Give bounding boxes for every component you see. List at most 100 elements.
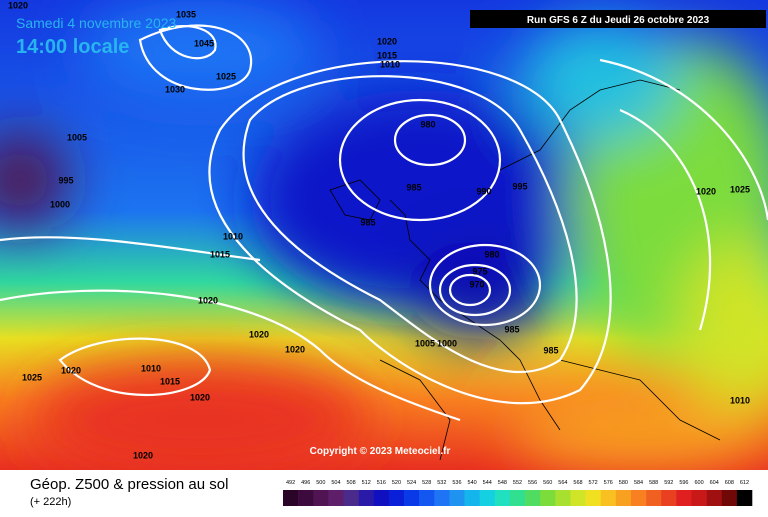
colorbar-cell	[540, 490, 556, 506]
colorbar-label: 500	[316, 480, 325, 486]
colorbar-label: 604	[710, 480, 719, 486]
isobar-label: 990	[476, 186, 491, 196]
colorbar-label: 520	[392, 480, 401, 486]
colorbar-cell	[298, 490, 314, 506]
colorbar-cell	[721, 490, 738, 506]
isobar-label: 1020	[190, 392, 210, 402]
colorbar-cell	[676, 490, 692, 506]
isobar-label: 1005	[67, 132, 87, 142]
colorbar-cell	[600, 490, 617, 506]
colorbar-cell	[706, 490, 723, 506]
colorbar-label: 528	[422, 480, 431, 486]
map-field: 1020 1035 1045 1025 1030 1020 1015 1010 1005 995 1…	[0, 0, 768, 470]
colorbar-label: 600	[694, 480, 703, 486]
isobar-label: 1020	[696, 186, 716, 196]
colorbar-label: 580	[619, 480, 628, 486]
isobar-label: 1010	[223, 231, 243, 241]
colorbar-label: 588	[649, 480, 658, 486]
isobar-label: 1020	[377, 36, 397, 46]
colorbar-cell	[661, 490, 677, 506]
colorbar: 492 496 500 504 508 512 516 520 524 528 532 536 540 5…	[283, 480, 753, 506]
colorbar-label: 512	[362, 480, 371, 486]
isobar-label: 1000	[50, 199, 70, 209]
isobar-label: 1025	[22, 372, 42, 382]
colorbar-label: 536	[452, 480, 461, 486]
colorbar-label: 576	[604, 480, 613, 486]
isobar-label: 975	[472, 266, 487, 276]
colorbar-label: 556	[528, 480, 537, 486]
isobar-label: 1045	[194, 38, 214, 48]
colorbar-cell	[449, 490, 465, 506]
isobar-label: 1020	[8, 0, 28, 10]
colorbar-label: 612	[740, 480, 749, 486]
isobar-label: 985	[543, 345, 558, 355]
colorbar-cell	[691, 490, 707, 506]
colorbar-cell	[585, 490, 602, 506]
isobar-label: 1020	[133, 450, 153, 460]
run: Run GFS 6 Z du Jeudi 26 octobre 2023	[527, 15, 710, 26]
colorbar-label: 540	[468, 480, 477, 486]
colorbar-label: 560	[543, 480, 552, 486]
colorbar-label: 524	[407, 480, 416, 486]
colorbar-label: 544	[483, 480, 492, 486]
isobar-label: 1025	[730, 184, 750, 194]
isobar-label: 1010	[730, 395, 750, 405]
colorbar-label: 516	[377, 480, 386, 486]
colorbar-cell	[555, 490, 571, 506]
colorbar-label: 496	[301, 480, 310, 486]
isobar-label: 1005	[415, 338, 435, 348]
colorbar-cell	[646, 490, 662, 506]
colorbar-cell	[630, 490, 647, 506]
isobar-label: 1010	[141, 363, 161, 373]
colorbar-label: 568	[573, 480, 582, 486]
colorbar-label: 492	[286, 480, 295, 486]
colorbar-cell	[313, 490, 329, 506]
colorbar-label: 572	[589, 480, 598, 486]
isobar-label: 1035	[176, 9, 196, 19]
colorbar-cell	[373, 490, 390, 506]
isobar-label: 1015	[210, 249, 230, 259]
colorbar-cell	[494, 490, 511, 506]
colorbar-cell	[419, 490, 435, 506]
colorbar-cell	[388, 490, 405, 506]
isobar-label: 1015	[377, 50, 397, 60]
isobar-label: 1030	[165, 84, 185, 94]
isobar-label: 980	[484, 249, 499, 259]
isobar-label: 985	[504, 324, 519, 334]
isobar-label: 1020	[198, 295, 218, 305]
isobar-label: 1020	[285, 344, 305, 354]
colorbar-cell	[358, 490, 375, 506]
colorbar-label: 592	[664, 480, 673, 486]
isobar-label: 985	[360, 217, 375, 227]
colorbar-cell	[328, 490, 344, 506]
colorbar-cell	[479, 490, 496, 506]
date: Samedi 4 novembre 2023	[16, 15, 177, 31]
copyright: Copyright © 2023 Meteociel.fr	[310, 446, 451, 457]
colorbar-label: 508	[346, 480, 355, 486]
isobar-label: 1020	[249, 329, 269, 339]
colorbar-cell	[509, 490, 526, 506]
colorbar-label: 552	[513, 480, 522, 486]
time: 14:00 locale	[16, 36, 129, 58]
isobars	[0, 24, 768, 422]
colorbar-cell	[464, 490, 480, 506]
colorbar-label: 504	[331, 480, 340, 486]
run-box	[470, 10, 766, 28]
isobar-label: 980	[420, 119, 435, 129]
colorbar-label: 548	[498, 480, 507, 486]
isobar-label: 1025	[216, 71, 236, 81]
colorbar-cell	[570, 490, 586, 506]
coastlines	[329, 79, 721, 461]
isobar-label: 1020	[61, 365, 81, 375]
footer-title: Géop. Z500 & pression au sol	[30, 476, 228, 493]
colorbar-cell	[736, 490, 753, 506]
colorbar-cell	[615, 490, 632, 506]
isobar-label: 995	[58, 175, 73, 185]
colorbar-label: 564	[558, 480, 567, 486]
colorbar-cell	[525, 490, 541, 506]
colorbar-cell	[404, 490, 420, 506]
footer-lead: (+ 222h)	[30, 496, 71, 508]
colorbar-label: 596	[679, 480, 688, 486]
colorbar-cell	[283, 490, 299, 506]
